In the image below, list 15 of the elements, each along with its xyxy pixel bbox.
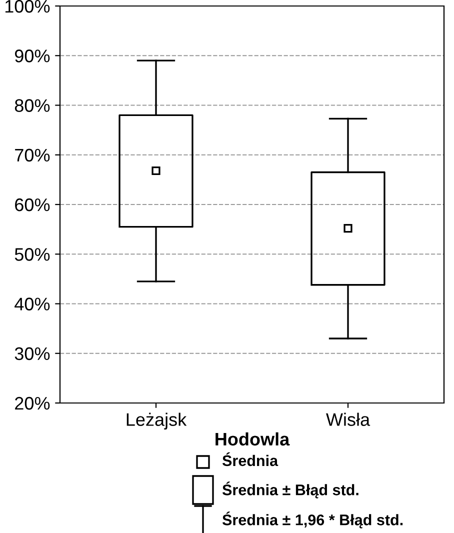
text: Średnia ± Błąd std. [222, 482, 358, 498]
x-axis-title: Hodowla [216, 432, 290, 446]
y-tick-label: 100% [5, 0, 50, 13]
y-tick-label: 90% [14, 50, 50, 62]
y-tick-label: 20% [15, 396, 50, 410]
y-tick-label: 80% [14, 99, 50, 112]
text: Średnia ± 1,96 * Błąd std. [222, 512, 403, 528]
text: Średnia [222, 452, 278, 466]
y-tick-label: 70% [15, 148, 50, 162]
y-tick-label: 30% [14, 347, 50, 360]
x-tick-label: Wisła [326, 412, 370, 426]
y-tick-label: 50% [14, 248, 50, 261]
y-tick-label: 60% [15, 198, 50, 212]
y-tick-label: 40% [14, 298, 50, 310]
x-tick-label: Leżajsk [126, 412, 187, 430]
